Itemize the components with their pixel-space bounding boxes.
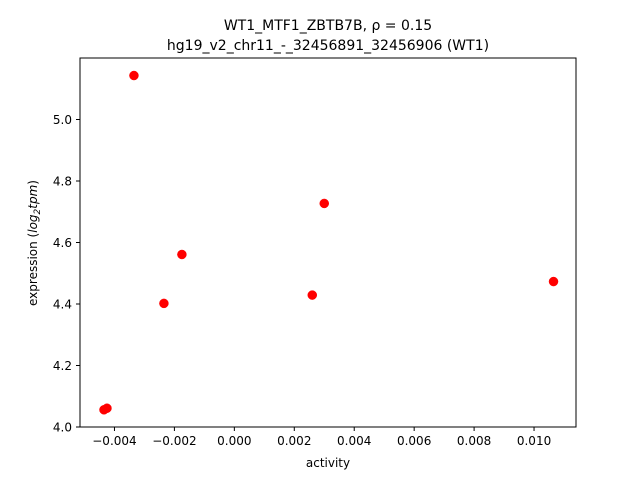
- x-tick-label: 0.002: [277, 434, 311, 448]
- chart-title-line2: hg19_v2_chr11_-_32456891_32456906 (WT1): [167, 38, 489, 54]
- y-tick-label: 5.0: [53, 113, 72, 127]
- y-tick-label: 4.6: [53, 236, 72, 250]
- data-point: [159, 298, 169, 309]
- data-point: [177, 249, 187, 260]
- data-point: [548, 276, 559, 287]
- x-tick-label: 0.010: [517, 434, 551, 448]
- data-point: [307, 290, 318, 300]
- x-tick-label: 0.004: [337, 434, 371, 448]
- chart-title-line1: WT1_MTF1_ZBTB7B, ρ = 0.15: [224, 18, 432, 34]
- x-tick-label: 0.000: [217, 434, 251, 448]
- y-tick-label: 4.2: [53, 359, 72, 373]
- plot-area: −0.004 −0.002 0.000 0.002 0.004 0.006 0.008 0.0…: [53, 57, 577, 448]
- y-axis-label-tpm: tpm: [26, 185, 40, 209]
- x-tick-label: −0.004: [92, 434, 136, 448]
- data-point: [319, 198, 330, 209]
- y-axis-label: expression (log2tpm): [26, 180, 43, 306]
- y-tick-label: 4.0: [53, 421, 72, 435]
- y-tick-label: 4.4: [53, 298, 72, 312]
- y-axis-label-log: log: [26, 214, 40, 233]
- x-tick-label: −0.002: [152, 434, 196, 448]
- y-tick-label: 4.8: [53, 175, 72, 189]
- axes-frame: [79, 57, 577, 428]
- y-axis-label-prefix: expression (: [26, 233, 40, 306]
- x-axis-label: activity: [306, 456, 350, 470]
- x-tick-label: 0.006: [397, 434, 431, 448]
- x-tick-label: 0.008: [457, 434, 491, 448]
- data-point: [129, 70, 139, 81]
- y-axis-label-subscript: 2: [33, 208, 43, 214]
- data-point: [102, 403, 112, 413]
- y-axis-label-suffix: ): [26, 180, 40, 185]
